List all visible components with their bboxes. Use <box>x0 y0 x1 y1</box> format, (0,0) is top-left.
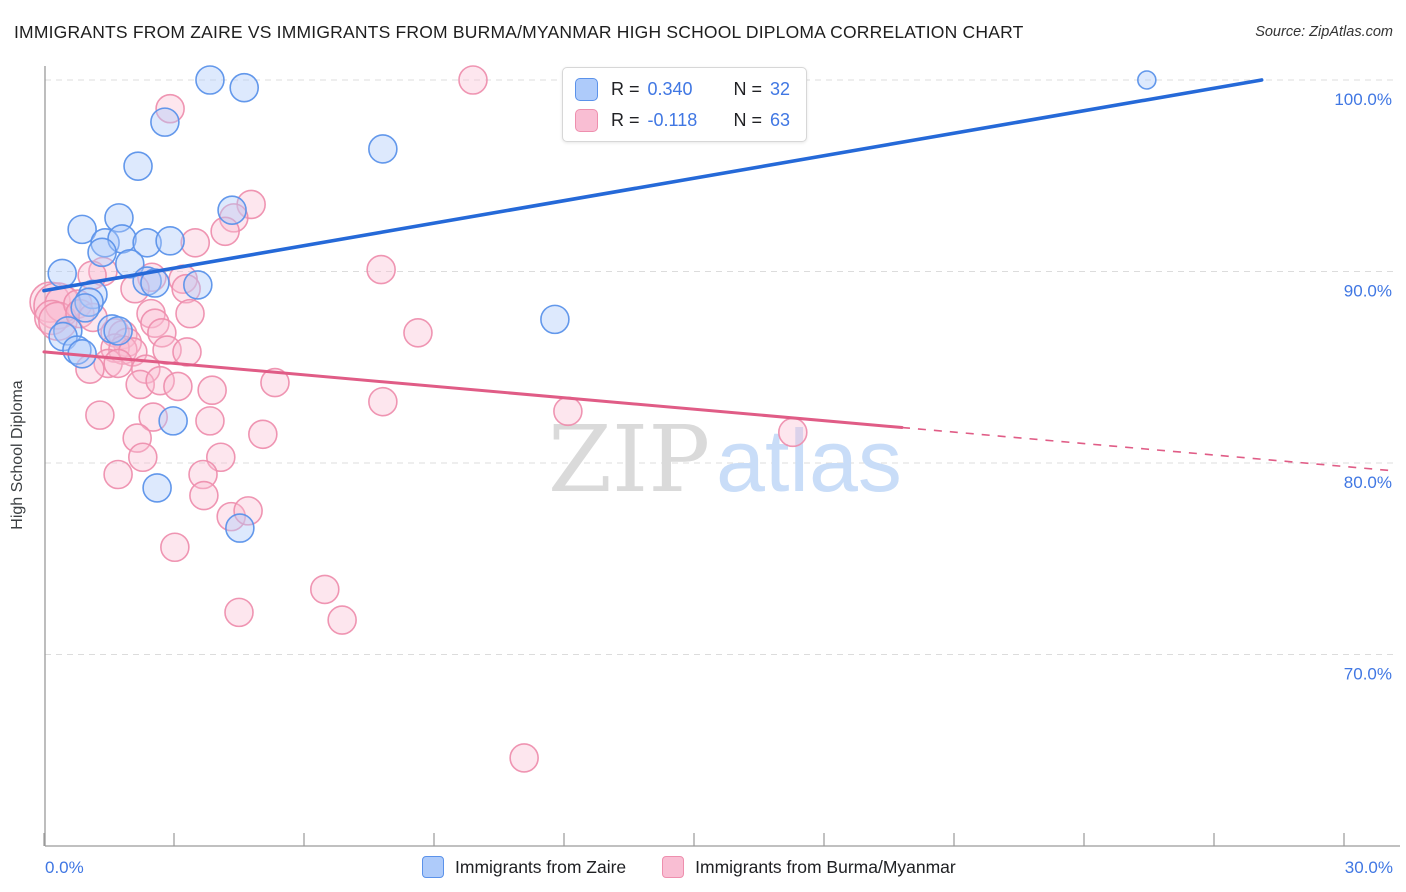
n-value-zaire: 32 <box>770 78 791 99</box>
data-point-burma <box>127 442 158 473</box>
data-point-zaire <box>195 65 225 95</box>
data-point-burma <box>197 375 227 406</box>
data-point-zaire <box>70 293 100 323</box>
series-legend: Immigrants from Zaire Immigrants from Bu… <box>422 856 956 878</box>
source-credit[interactable]: Source: ZipAtlas.com <box>1255 24 1393 40</box>
r-value-burma: -0.118 <box>647 109 698 130</box>
data-point-zaire <box>368 134 398 164</box>
data-point-zaire <box>132 227 162 258</box>
n-value-burma: 63 <box>770 109 791 130</box>
burma-swatch-icon <box>575 108 598 132</box>
page-title: IMMIGRANTS FROM ZAIRE VS IMMIGRANTS FROM… <box>14 22 1024 42</box>
stats-legend-box: R = 0.340 N = 32 R = -0.118 N = 63 <box>562 67 808 142</box>
legend-item-zaire: Immigrants from Zaire <box>422 856 626 878</box>
y-tick-label: 70.0% <box>1344 665 1392 684</box>
data-point-zaire <box>123 151 153 181</box>
data-point-burma <box>103 459 133 490</box>
data-point-zaire <box>47 258 77 289</box>
trend-line-zaire <box>42 78 1264 293</box>
legend-label-burma: Immigrants from Burma/Myanmar <box>695 856 956 877</box>
data-point-zaire <box>74 287 104 317</box>
data-point-burma <box>248 419 278 450</box>
data-point-zaire <box>229 72 259 103</box>
data-point-zaire <box>158 406 188 436</box>
data-point-burma <box>180 227 211 258</box>
n-label: N = <box>733 78 763 99</box>
data-point-burma <box>189 480 219 511</box>
data-point-burma <box>205 442 236 473</box>
y-tick-label: 80.0% <box>1344 473 1392 492</box>
r-value-zaire: 0.340 <box>647 78 693 99</box>
data-point-burma <box>366 254 396 285</box>
data-point-zaire <box>225 513 255 543</box>
data-point-burma <box>163 371 193 402</box>
data-point-zaire <box>62 335 92 365</box>
data-point-zaire <box>150 107 180 137</box>
data-point-burma <box>260 367 290 398</box>
y-tick-label: 90.0% <box>1344 282 1392 301</box>
y-tick-label: 100.0% <box>1334 90 1392 109</box>
data-point-burma <box>172 337 202 367</box>
data-point-zaire <box>183 270 213 300</box>
r-label: R = <box>611 109 640 130</box>
stats-row-burma: R = -0.118 N = 63 <box>575 107 790 133</box>
data-point-zaire <box>142 473 172 503</box>
stats-row-zaire: R = 0.340 N = 32 <box>575 76 790 102</box>
data-point-burma <box>509 743 539 773</box>
data-point-zaire <box>87 237 117 268</box>
trend-line-burma-dashed <box>901 426 1392 472</box>
data-point-burma <box>327 605 357 635</box>
data-point-zaire <box>103 316 133 346</box>
data-point-burma <box>171 273 201 304</box>
data-point-burma <box>160 532 190 563</box>
n-label: N = <box>733 109 763 130</box>
data-point-zaire <box>67 214 97 245</box>
x-axis-max-label: 30.0% <box>1344 858 1393 877</box>
data-point-burma <box>233 496 263 526</box>
legend-label-zaire: Immigrants from Zaire <box>455 856 627 877</box>
data-point-burma <box>553 396 583 427</box>
burma-swatch-icon <box>662 856 685 878</box>
data-point-burma <box>85 400 115 430</box>
data-point-burma <box>777 417 808 448</box>
x-axis-min-label: 0.0% <box>45 858 84 877</box>
data-point-burma <box>29 281 71 323</box>
data-point-burma <box>224 597 254 628</box>
data-point-burma <box>147 317 177 348</box>
data-point-burma <box>122 423 152 453</box>
data-point-burma <box>195 406 225 436</box>
zaire-swatch-icon <box>575 77 598 101</box>
data-point-burma <box>145 365 175 396</box>
data-point-burma <box>103 348 133 379</box>
r-label: R = <box>611 78 640 99</box>
data-point-zaire <box>540 304 570 335</box>
data-point-zaire <box>155 226 185 256</box>
zaire-swatch-icon <box>422 856 444 878</box>
data-point-burma <box>403 317 433 348</box>
data-point-zaire <box>140 268 170 298</box>
data-point-zaire <box>53 316 83 346</box>
data-point-burma <box>188 459 218 490</box>
data-point-zaire <box>1137 70 1157 90</box>
legend-item-burma: Immigrants from Burma/Myanmar <box>662 856 956 878</box>
watermark-atlas: atlas <box>716 411 902 510</box>
trend-line-burma-solid <box>42 350 904 430</box>
data-point-burma <box>309 574 340 605</box>
y-axis-title: High School Diploma <box>9 380 26 530</box>
data-point-zaire <box>217 195 247 226</box>
data-point-burma <box>368 386 398 417</box>
data-point-burma <box>458 65 488 95</box>
data-point-burma <box>175 298 205 329</box>
